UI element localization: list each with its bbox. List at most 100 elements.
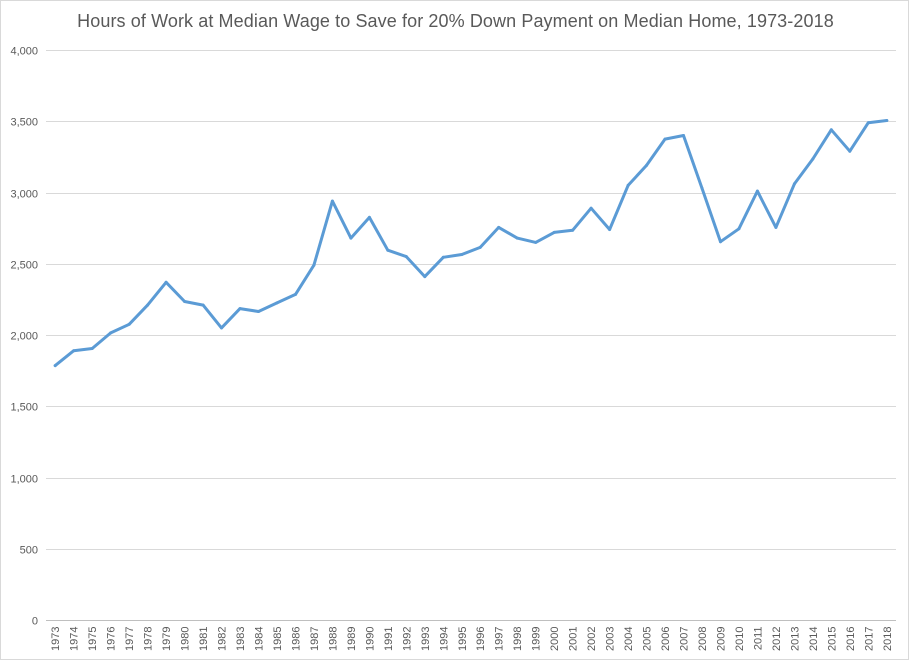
data-point — [386, 248, 390, 252]
data-point — [737, 227, 741, 231]
data-point — [460, 253, 464, 256]
x-tick-label: 1987 — [309, 627, 321, 651]
y-tick-label: 1,500 — [10, 402, 38, 414]
data-point — [719, 240, 722, 244]
data-point — [127, 322, 131, 326]
x-tick-label: 1994 — [438, 627, 450, 651]
data-point — [330, 199, 334, 203]
x-tick-label: 1977 — [124, 627, 136, 651]
x-tick-label: 1999 — [531, 627, 543, 651]
data-point — [109, 331, 113, 335]
data-point — [829, 128, 833, 132]
y-tick-label: 3,500 — [10, 117, 38, 129]
data-point — [626, 183, 630, 187]
data-point — [552, 230, 556, 234]
x-tick-label: 1990 — [364, 627, 376, 651]
x-tick-label: 1989 — [346, 627, 358, 651]
x-tick-label: 2015 — [826, 627, 838, 651]
y-tick-label: 0 — [32, 616, 38, 628]
series-line — [53, 119, 889, 368]
x-tick-label: 1973 — [50, 627, 62, 651]
x-tick-label: 1986 — [290, 627, 302, 651]
x-tick-label: 1974 — [69, 627, 81, 651]
x-tick-label: 1984 — [254, 627, 266, 651]
data-point — [515, 236, 519, 240]
data-point — [497, 225, 501, 229]
y-tick-label: 3,000 — [10, 189, 38, 201]
data-point — [608, 228, 612, 231]
x-tick-label: 1988 — [327, 627, 339, 651]
data-point — [294, 292, 297, 296]
data-point — [423, 275, 427, 279]
x-tick-label: 1995 — [457, 627, 469, 651]
y-tick-label: 2,500 — [10, 260, 38, 272]
x-tick-label: 2010 — [734, 627, 746, 651]
data-point — [571, 228, 575, 232]
x-tick-label: 1985 — [272, 627, 284, 651]
data-point — [700, 186, 704, 190]
data-point — [90, 347, 94, 350]
x-tick-label: 2002 — [586, 627, 598, 651]
data-point — [53, 364, 57, 368]
x-tick-label: 2004 — [623, 627, 635, 651]
data-point — [257, 310, 260, 313]
data-point — [792, 182, 796, 186]
x-tick-label: 1982 — [217, 627, 229, 651]
x-tick-label: 1998 — [512, 627, 524, 651]
data-point — [441, 255, 445, 259]
y-tick-label: 4,000 — [10, 46, 38, 58]
x-tick-label: 2016 — [845, 627, 857, 651]
data-point — [201, 303, 205, 307]
x-tick-label: 1981 — [198, 627, 210, 651]
x-tick-label: 1991 — [383, 627, 395, 651]
x-tick-label: 2003 — [605, 627, 617, 651]
data-point — [811, 157, 815, 161]
data-point — [534, 240, 538, 244]
x-tick-label: 1996 — [475, 627, 487, 651]
x-tick-label: 1976 — [106, 627, 118, 651]
data-point — [349, 236, 353, 240]
data-point — [774, 225, 778, 229]
series-layer — [53, 119, 889, 368]
x-tick-label: 2008 — [697, 627, 709, 651]
x-tick-label: 1983 — [235, 627, 247, 651]
data-point — [312, 263, 316, 267]
x-tick-label: 2007 — [679, 627, 691, 651]
x-tick-label: 1978 — [143, 627, 155, 651]
data-point — [682, 134, 685, 137]
data-point — [183, 300, 187, 303]
y-tick-label: 500 — [20, 545, 38, 557]
data-point — [755, 189, 759, 193]
x-tick-label: 1992 — [401, 627, 413, 651]
y-tick-label: 1,000 — [10, 474, 38, 486]
data-point — [663, 137, 667, 141]
data-point — [848, 149, 852, 153]
y-tick-label: 2,000 — [10, 331, 38, 343]
x-tick-label: 2005 — [642, 627, 654, 651]
data-point — [238, 307, 242, 311]
data-point — [866, 121, 870, 125]
x-tick-label: 2011 — [752, 627, 764, 651]
y-axis: 0 500 1,000 1,500 2,000 2,500 3,000 3,500 4,000 — [10, 46, 38, 628]
gridlines — [46, 50, 896, 550]
data-point — [589, 206, 593, 210]
data-point — [146, 303, 150, 307]
data-point — [220, 326, 223, 330]
chart-title: Hours of Work at Median Wage to Save for… — [77, 11, 834, 31]
x-tick-label: 1975 — [87, 627, 99, 651]
x-tick-label: 2000 — [549, 627, 561, 651]
data-point — [164, 280, 168, 284]
data-point — [885, 119, 889, 122]
data-point — [367, 215, 371, 219]
x-tick-label: 2017 — [863, 627, 875, 651]
data-point — [645, 163, 648, 167]
data-point — [275, 301, 279, 305]
x-tick-label: 2009 — [715, 627, 727, 651]
x-tick-label: 2001 — [568, 627, 580, 651]
x-tick-label: 1993 — [420, 627, 432, 651]
x-tick-label: 1997 — [494, 627, 506, 651]
x-tick-label: 2006 — [660, 627, 672, 651]
x-tick-label: 2013 — [789, 627, 801, 651]
